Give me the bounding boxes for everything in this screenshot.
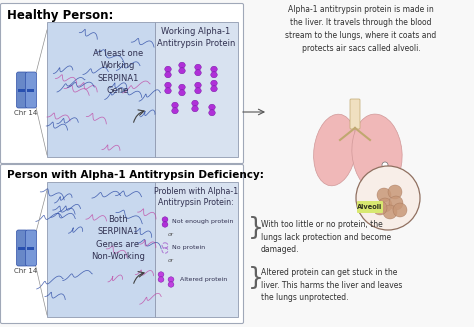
FancyBboxPatch shape: [47, 22, 155, 157]
Ellipse shape: [314, 114, 356, 186]
FancyBboxPatch shape: [47, 182, 155, 317]
FancyBboxPatch shape: [0, 164, 244, 323]
Ellipse shape: [165, 82, 171, 88]
Text: Alveoli: Alveoli: [357, 204, 383, 210]
Ellipse shape: [211, 66, 217, 72]
Ellipse shape: [192, 106, 198, 112]
Ellipse shape: [179, 84, 185, 90]
FancyBboxPatch shape: [357, 201, 383, 213]
Ellipse shape: [168, 277, 174, 282]
Text: }: }: [248, 216, 264, 240]
Circle shape: [388, 185, 402, 199]
Text: Healthy Person:: Healthy Person:: [7, 9, 113, 22]
Text: Chr 14: Chr 14: [14, 268, 37, 274]
Ellipse shape: [211, 86, 217, 92]
Ellipse shape: [162, 222, 168, 227]
Text: Not enough protein: Not enough protein: [172, 219, 233, 225]
Ellipse shape: [179, 90, 185, 96]
Text: or: or: [168, 232, 174, 236]
FancyBboxPatch shape: [350, 99, 360, 129]
Text: Both
SERPINA1
Genes are
Non-Working: Both SERPINA1 Genes are Non-Working: [91, 215, 145, 261]
Text: Problem with Alpha-1
Antitrypsin Protein:: Problem with Alpha-1 Antitrypsin Protein…: [154, 187, 238, 207]
Ellipse shape: [352, 114, 402, 192]
Circle shape: [378, 198, 392, 212]
Circle shape: [373, 201, 387, 215]
Bar: [27, 89, 35, 92]
Text: With too little or no protein, the
lungs lack protection and become
damaged.: With too little or no protein, the lungs…: [261, 220, 391, 254]
Ellipse shape: [158, 277, 164, 282]
Circle shape: [389, 196, 403, 210]
FancyBboxPatch shape: [17, 72, 27, 108]
Ellipse shape: [195, 82, 201, 88]
Ellipse shape: [168, 282, 174, 287]
Text: Alpha-1 antitrypsin protein is made in
the liver. It travels through the blood
s: Alpha-1 antitrypsin protein is made in t…: [285, 5, 437, 53]
Ellipse shape: [165, 88, 171, 94]
Ellipse shape: [165, 72, 171, 78]
Text: }: }: [248, 266, 264, 290]
Ellipse shape: [162, 217, 168, 222]
Ellipse shape: [195, 70, 201, 76]
FancyBboxPatch shape: [0, 4, 244, 164]
Circle shape: [377, 188, 391, 202]
Ellipse shape: [179, 68, 185, 74]
Ellipse shape: [165, 66, 171, 72]
Ellipse shape: [211, 80, 217, 86]
Bar: [18, 89, 26, 92]
Ellipse shape: [209, 110, 215, 116]
Circle shape: [382, 162, 388, 168]
Text: Person with Alpha-1 Antitrypsin Deficiency:: Person with Alpha-1 Antitrypsin Deficien…: [7, 170, 264, 180]
Text: Chr 14: Chr 14: [14, 110, 37, 116]
FancyBboxPatch shape: [155, 182, 238, 317]
Text: Working Alpha-1
Antitrypsin Protein: Working Alpha-1 Antitrypsin Protein: [157, 27, 235, 48]
Ellipse shape: [195, 64, 201, 70]
Ellipse shape: [209, 104, 215, 110]
Text: No protein: No protein: [172, 246, 205, 250]
Ellipse shape: [172, 108, 178, 114]
Circle shape: [356, 166, 420, 230]
FancyBboxPatch shape: [26, 72, 36, 108]
Circle shape: [393, 203, 407, 217]
Ellipse shape: [179, 62, 185, 68]
FancyBboxPatch shape: [155, 22, 238, 157]
Ellipse shape: [192, 100, 198, 106]
Bar: [18, 247, 26, 250]
Circle shape: [383, 205, 397, 219]
Text: Altered protein can get stuck in the
liver. This harms the liver and leaves
the : Altered protein can get stuck in the liv…: [261, 268, 402, 302]
Text: or: or: [168, 257, 174, 263]
FancyBboxPatch shape: [26, 230, 36, 266]
Ellipse shape: [172, 102, 178, 108]
Ellipse shape: [195, 88, 201, 94]
Bar: [27, 247, 35, 250]
FancyBboxPatch shape: [17, 230, 27, 266]
Text: Altered protein: Altered protein: [180, 277, 227, 282]
Ellipse shape: [158, 272, 164, 277]
Text: At least one
Working
SERPINA1
Gene: At least one Working SERPINA1 Gene: [93, 49, 143, 95]
Ellipse shape: [211, 72, 217, 78]
